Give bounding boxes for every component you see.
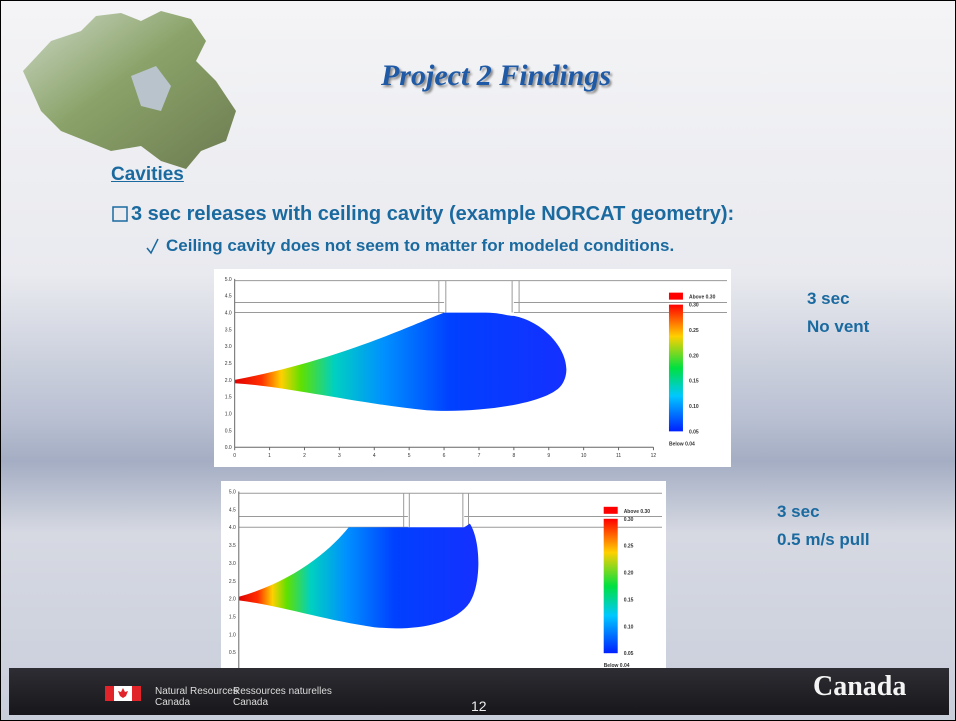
color-bar: [668, 304, 683, 432]
caption: No vent: [807, 317, 870, 336]
x-tick-label: 7: [478, 453, 481, 459]
dept-en: Canada: [155, 697, 191, 708]
legend-label: Below 0.04: [604, 663, 630, 669]
y-tick-label: 2.0: [225, 378, 232, 384]
caption: 3 sec: [777, 502, 820, 521]
x-tick-label: 12: [651, 453, 657, 459]
legend-label: Above 0.30: [689, 295, 716, 301]
flag: [105, 686, 141, 701]
x-tick-label: 8: [512, 453, 515, 459]
legend-label: 0.30: [689, 303, 699, 309]
plume: [234, 312, 567, 411]
legend-label: Above 0.30: [624, 509, 651, 515]
legend-above: [668, 292, 683, 300]
map-icon: [23, 11, 236, 169]
x-tick-label: 11: [616, 453, 621, 459]
legend-label: 0.25: [624, 544, 634, 550]
y-tick-label: 4.0: [229, 525, 236, 531]
y-tick-label: 5.0: [225, 277, 232, 283]
dept-fr: Ressources naturelles: [233, 686, 332, 697]
y-tick-label: 3.5: [229, 543, 236, 549]
bullet-box: [112, 206, 128, 222]
y-tick-label: 4.0: [225, 311, 232, 317]
y-tick-label: 1.5: [229, 614, 236, 620]
x-tick-label: 10: [581, 453, 587, 459]
legend-label: 0.15: [624, 597, 634, 603]
y-tick-label: 1.0: [225, 412, 232, 418]
x-tick-label: 9: [547, 453, 550, 459]
y-tick-label: 2.5: [225, 361, 232, 367]
dept-fr: Canada: [233, 697, 269, 708]
map-bay: [131, 66, 171, 111]
legend-label: 0.10: [624, 624, 634, 630]
legend-label: 0.15: [689, 379, 699, 385]
plume: [238, 523, 479, 629]
sub-bullet: Ceiling cavity does not seem to matter f…: [166, 236, 675, 255]
x-tick-label: 2: [303, 453, 306, 459]
y-tick-label: 1.0: [229, 632, 236, 638]
y-tick-label: 0.5: [229, 650, 236, 656]
caption: 3 sec: [807, 289, 850, 308]
x-tick-label: 5: [408, 453, 411, 459]
legend-label: 0.20: [689, 353, 699, 359]
bullet: 3 sec releases with ceiling cavity (exam…: [131, 203, 735, 225]
caption: 0.5 m/s pull: [777, 530, 870, 549]
legend-above: [603, 506, 618, 514]
y-tick-label: 4.5: [229, 507, 236, 513]
wordmark: Canada: [813, 671, 907, 702]
page-number: 12: [471, 698, 487, 714]
color-bar: [603, 518, 618, 654]
y-tick-label: 3.0: [225, 344, 232, 350]
legend-label: 0.10: [689, 404, 699, 410]
dept-en: Natural Resources: [155, 686, 238, 697]
x-tick-label: 3: [338, 453, 341, 459]
heading: Cavities: [111, 164, 184, 185]
y-tick-label: 1.5: [225, 395, 232, 401]
y-tick-label: 2.5: [229, 579, 236, 585]
y-tick-label: 2.0: [229, 597, 236, 603]
check-mark: [146, 238, 159, 255]
y-tick-label: 3.5: [225, 327, 232, 333]
x-tick-label: 1: [268, 453, 271, 459]
legend-label: 0.20: [624, 571, 634, 577]
y-tick-label: 5.0: [229, 490, 236, 496]
y-tick-label: 3.0: [229, 561, 236, 567]
x-tick-label: 6: [443, 453, 446, 459]
legend-label: 0.30: [624, 517, 634, 523]
legend-label: 0.25: [689, 328, 699, 334]
y-tick-label: 0.5: [225, 428, 232, 434]
x-tick-label: 4: [373, 453, 376, 459]
y-tick-label: 4.5: [225, 294, 232, 300]
legend-label: 0.05: [689, 429, 699, 435]
legend-label: 0.05: [624, 651, 634, 657]
y-tick-label: 0.0: [225, 445, 232, 451]
x-tick-label: 0: [233, 453, 236, 459]
title: Project 2 Findings: [380, 59, 612, 92]
footer: [9, 668, 949, 715]
legend-label: Below 0.04: [669, 441, 695, 447]
